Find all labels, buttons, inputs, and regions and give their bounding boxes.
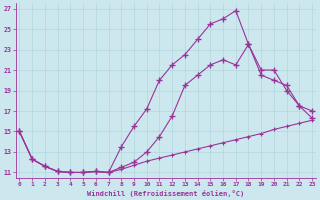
X-axis label: Windchill (Refroidissement éolien,°C): Windchill (Refroidissement éolien,°C) xyxy=(87,190,244,197)
